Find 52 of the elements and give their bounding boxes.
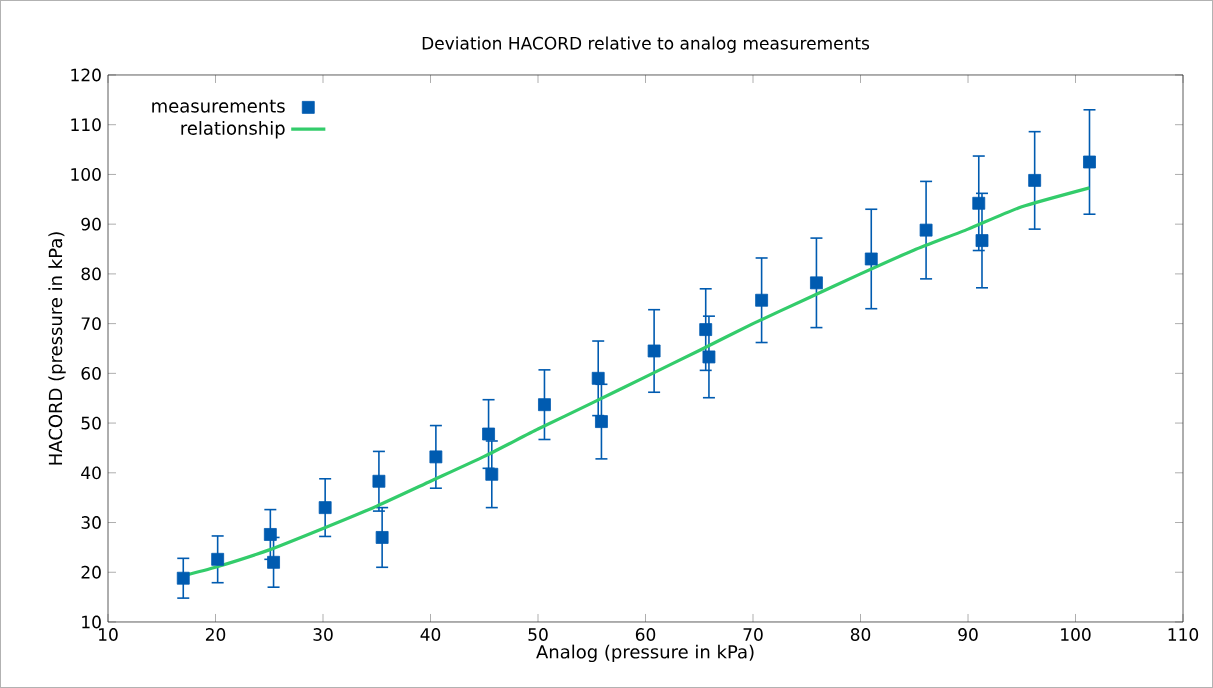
point [211,552,225,566]
x-tick-label: 60 [635,628,656,641]
y-tick-label: 40 [81,466,101,480]
point [1083,155,1096,169]
legend-label: relationship [181,120,285,139]
x-tick-label: 110 [1168,628,1199,641]
y-tick-label: 90 [81,217,101,231]
point [372,474,386,488]
point [810,276,823,290]
x-tick-label: 20 [205,628,226,641]
x-tick-label: 70 [743,628,763,641]
x-tick-label: 50 [528,628,548,641]
y-tick-label: 100 [71,168,101,181]
y-tick-label: 70 [81,317,101,331]
x-tick-label: 40 [420,628,441,641]
point [595,415,608,428]
x-tick-label: 100 [1061,628,1091,641]
point [699,323,713,336]
x-axis-title: Analog (pressure in kPa) [536,644,754,663]
point [647,344,661,358]
point [263,528,277,541]
point [176,571,190,585]
x-tick-label: 30 [313,628,333,641]
chart-title: Deviation HACORD relative to analog measurements [422,36,870,53]
y-tick-label: 10 [82,615,101,629]
y-tick-label: 110 [71,118,101,132]
point [375,531,389,544]
x-tick-label: 80 [850,628,871,641]
point [919,223,933,237]
y-axis-title: HACORD (pressure in kPa) [48,232,66,465]
y-tick-label: 20 [81,565,101,579]
point [538,398,551,412]
point [702,350,716,364]
x-tick-label: 10 [99,628,118,641]
y-tick-label: 50 [81,416,101,430]
point [482,427,495,441]
point [267,555,280,569]
y-tick-label: 60 [81,366,101,380]
point [1028,174,1042,187]
point [591,371,605,385]
y-tick-label: 80 [81,267,101,281]
legend-label: measurements [152,99,285,113]
point [318,501,332,515]
point [864,252,878,266]
point [972,196,986,210]
point [485,467,499,481]
point [429,450,443,464]
x-tick-label: 90 [958,628,978,641]
y-tick-label: 120 [71,68,101,82]
point [975,234,989,247]
point [755,293,769,307]
y-tick-label: 30 [81,516,101,529]
